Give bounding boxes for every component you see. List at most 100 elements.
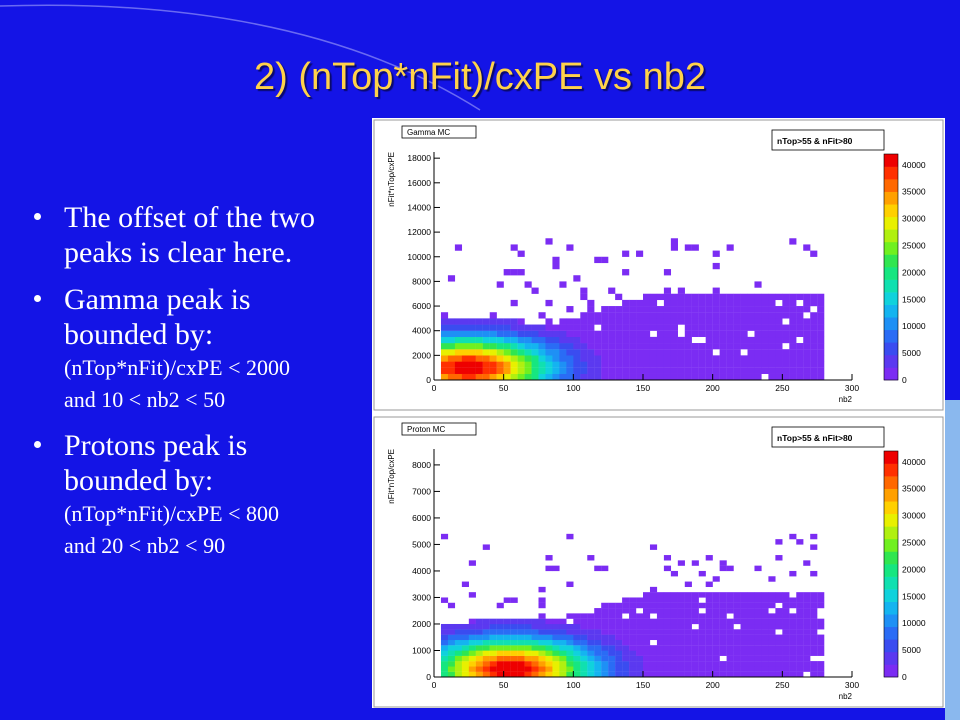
- histogram-bin: [684, 639, 692, 646]
- histogram-bin: [698, 299, 706, 307]
- histogram-bin: [775, 661, 783, 667]
- histogram-bin: [643, 355, 651, 362]
- histogram-bin: [468, 671, 476, 678]
- histogram-bin: [461, 343, 469, 350]
- bullet-item: The offset of the two peaks is clear her…: [34, 200, 354, 270]
- histogram-bin: [461, 367, 469, 374]
- colorbar-segment: [884, 501, 898, 515]
- histogram-bin: [601, 613, 609, 619]
- histogram-bin: [629, 608, 637, 614]
- histogram-bin: [538, 629, 546, 635]
- histogram-bin: [684, 312, 692, 319]
- histogram-bin: [775, 373, 783, 381]
- histogram-bin: [677, 367, 685, 374]
- histogram-bin: [531, 655, 539, 662]
- histogram-bin: [573, 336, 581, 344]
- colorbar-tick-label: 30000: [902, 214, 926, 224]
- colorbar-tick-label: 0: [902, 672, 907, 682]
- histogram-bin: [768, 373, 776, 381]
- histogram-bin: [643, 623, 651, 630]
- histogram-bin: [510, 661, 518, 667]
- histogram-bin: [684, 650, 692, 656]
- histogram-bin: [663, 655, 672, 662]
- bullet-text: Protons peak is bounded by:: [64, 429, 248, 497]
- histogram-bin: [496, 634, 504, 641]
- histogram-bin: [496, 645, 504, 651]
- histogram-bin: [817, 602, 825, 609]
- histogram-bin: [559, 639, 567, 646]
- x-axis-label: nb2: [839, 395, 853, 404]
- histogram-bin: [698, 666, 706, 672]
- histogram-bin: [698, 655, 706, 662]
- histogram-bin: [496, 361, 504, 368]
- histogram-bin: [656, 349, 665, 356]
- histogram-bin: [447, 361, 456, 368]
- histogram-bin: [712, 361, 720, 368]
- histogram-bin: [503, 269, 511, 276]
- histogram-bin: [440, 355, 449, 362]
- histogram-bin: [447, 645, 456, 651]
- histogram-bin: [698, 306, 706, 313]
- histogram-bin: [789, 671, 797, 678]
- histogram-bin: [803, 655, 811, 662]
- histogram-bin: [677, 650, 685, 656]
- histogram-bin: [698, 592, 706, 598]
- histogram-bin: [663, 293, 672, 301]
- histogram-bin: [768, 355, 776, 362]
- histogram-bin: [747, 312, 755, 319]
- histogram-bin: [733, 330, 741, 338]
- x-tick-label: 200: [706, 383, 720, 393]
- histogram-bin: [622, 608, 630, 614]
- histogram-bin: [573, 623, 581, 630]
- histogram-bin: [677, 639, 685, 646]
- histogram-bin: [677, 373, 685, 381]
- histogram-bin: [615, 650, 623, 656]
- histogram-bin: [594, 318, 602, 325]
- colorbar-segment: [884, 229, 898, 243]
- histogram-bin: [531, 634, 539, 641]
- histogram-bin: [691, 645, 699, 651]
- histogram-bin: [608, 287, 616, 294]
- histogram-bin: [719, 565, 727, 572]
- histogram-bin: [489, 655, 497, 662]
- histogram-bin: [663, 634, 672, 641]
- histogram-bin: [747, 645, 755, 651]
- histogram-bin: [810, 645, 818, 651]
- histogram-bin: [580, 324, 588, 331]
- histogram-bin: [726, 367, 734, 374]
- histogram-bin: [656, 312, 665, 319]
- histogram-bin: [712, 634, 720, 641]
- histogram-bin: [670, 324, 678, 331]
- histogram-bin: [608, 373, 616, 381]
- histogram-bin: [747, 634, 755, 641]
- histogram-bin: [531, 336, 539, 344]
- plot-title: Gamma MC: [407, 128, 450, 137]
- histogram-bin: [510, 650, 518, 656]
- histogram-bin: [684, 666, 692, 672]
- histogram-bin: [649, 349, 658, 356]
- histogram-bin: [740, 639, 748, 646]
- histogram-bin: [733, 312, 741, 319]
- histogram-bin: [754, 299, 762, 307]
- histogram-bin: [796, 661, 804, 667]
- histogram-bin: [712, 655, 720, 662]
- histogram-bin: [489, 355, 497, 362]
- histogram-bin: [475, 349, 483, 356]
- histogram-bin: [468, 560, 476, 566]
- histogram-bin: [740, 373, 748, 381]
- histogram-bin: [698, 613, 706, 619]
- histogram-bin: [580, 650, 588, 656]
- histogram-bin: [684, 613, 692, 619]
- histogram-bin: [775, 361, 783, 368]
- colorbar-segment: [884, 664, 898, 678]
- histogram-bin: [733, 645, 741, 651]
- histogram-bin: [649, 592, 658, 598]
- histogram-bin: [531, 343, 539, 350]
- histogram-bin: [691, 597, 699, 603]
- histogram-bin: [698, 373, 706, 381]
- histogram-bin: [677, 597, 685, 603]
- histogram-bin: [684, 299, 692, 307]
- histogram-bin: [545, 336, 553, 344]
- histogram-bin: [670, 608, 678, 614]
- histogram-bin: [601, 324, 609, 331]
